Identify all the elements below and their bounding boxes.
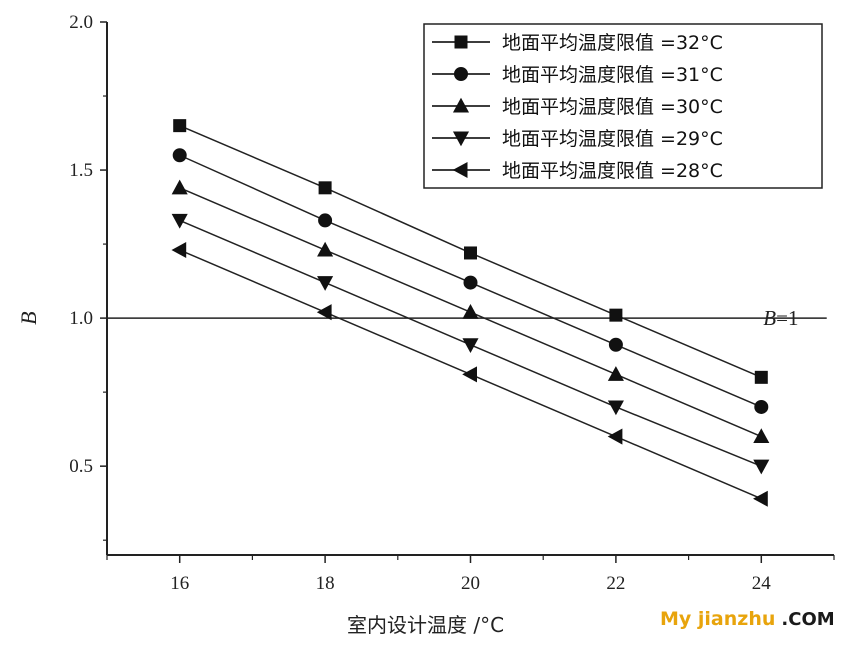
data-point xyxy=(318,181,332,195)
data-point xyxy=(462,338,479,354)
y-axis-title: B xyxy=(16,311,41,324)
watermark: My jianzhu .COM xyxy=(660,608,835,630)
reference-line-label: B=1 xyxy=(763,306,798,330)
legend-label: 地面平均温度限值 =28°C xyxy=(502,160,723,182)
legend-marker xyxy=(454,67,468,81)
data-point xyxy=(608,337,623,352)
data-point xyxy=(753,490,768,507)
legend-marker xyxy=(452,161,468,179)
data-point xyxy=(171,179,188,195)
legend-label: 地面平均温度限值 =31°C xyxy=(502,64,723,86)
data-point xyxy=(753,428,770,444)
y-tick-label: 2.0 xyxy=(69,12,93,33)
data-point xyxy=(754,399,769,414)
x-tick-label: 20 xyxy=(461,573,480,594)
data-point xyxy=(607,400,624,416)
data-point xyxy=(463,275,478,290)
data-point xyxy=(317,241,334,257)
data-point xyxy=(173,119,187,133)
series-4 xyxy=(171,213,770,475)
data-point xyxy=(753,459,770,475)
data-point xyxy=(171,241,187,259)
legend: 地面平均温度限值 =32°C 地面平均温度限值 =31°C 地面平均温度限值 =30… xyxy=(423,23,823,189)
x-axis-title: 室内设计温度 /°C xyxy=(347,613,504,637)
data-point xyxy=(754,370,768,384)
series-1 xyxy=(173,119,768,384)
legend-marker xyxy=(452,97,470,113)
series-2 xyxy=(172,148,769,414)
x-tick-label: 16 xyxy=(170,573,189,594)
data-point xyxy=(318,213,333,228)
series-5 xyxy=(171,241,768,507)
y-tick-label: 1.0 xyxy=(69,308,93,329)
data-point xyxy=(609,308,623,322)
legend-marker xyxy=(454,35,468,49)
watermark-tld: .COM xyxy=(781,609,835,630)
legend-label: 地面平均温度限值 =32°C xyxy=(502,32,723,54)
data-point xyxy=(464,246,477,260)
watermark-main: My jianzhu xyxy=(660,608,776,630)
x-tick-label: 24 xyxy=(752,573,772,594)
y-tick-label: 0.5 xyxy=(69,456,93,477)
data-point xyxy=(462,303,479,319)
legend-frame xyxy=(423,23,823,189)
data-point xyxy=(607,428,623,445)
data-point xyxy=(171,213,188,229)
legend-label: 地面平均温度限值 =30°C xyxy=(502,96,723,118)
legend-label: 地面平均温度限值 =29°C xyxy=(502,128,723,150)
x-tick-label: 22 xyxy=(606,573,625,594)
data-point xyxy=(462,366,477,383)
legend-marker xyxy=(452,131,470,147)
series-3 xyxy=(171,179,770,444)
x-tick-label: 18 xyxy=(316,573,335,594)
y-tick-label: 1.5 xyxy=(69,160,93,181)
data-point xyxy=(316,304,332,321)
data-point xyxy=(317,276,334,291)
data-point xyxy=(172,148,187,163)
data-point xyxy=(607,366,624,381)
